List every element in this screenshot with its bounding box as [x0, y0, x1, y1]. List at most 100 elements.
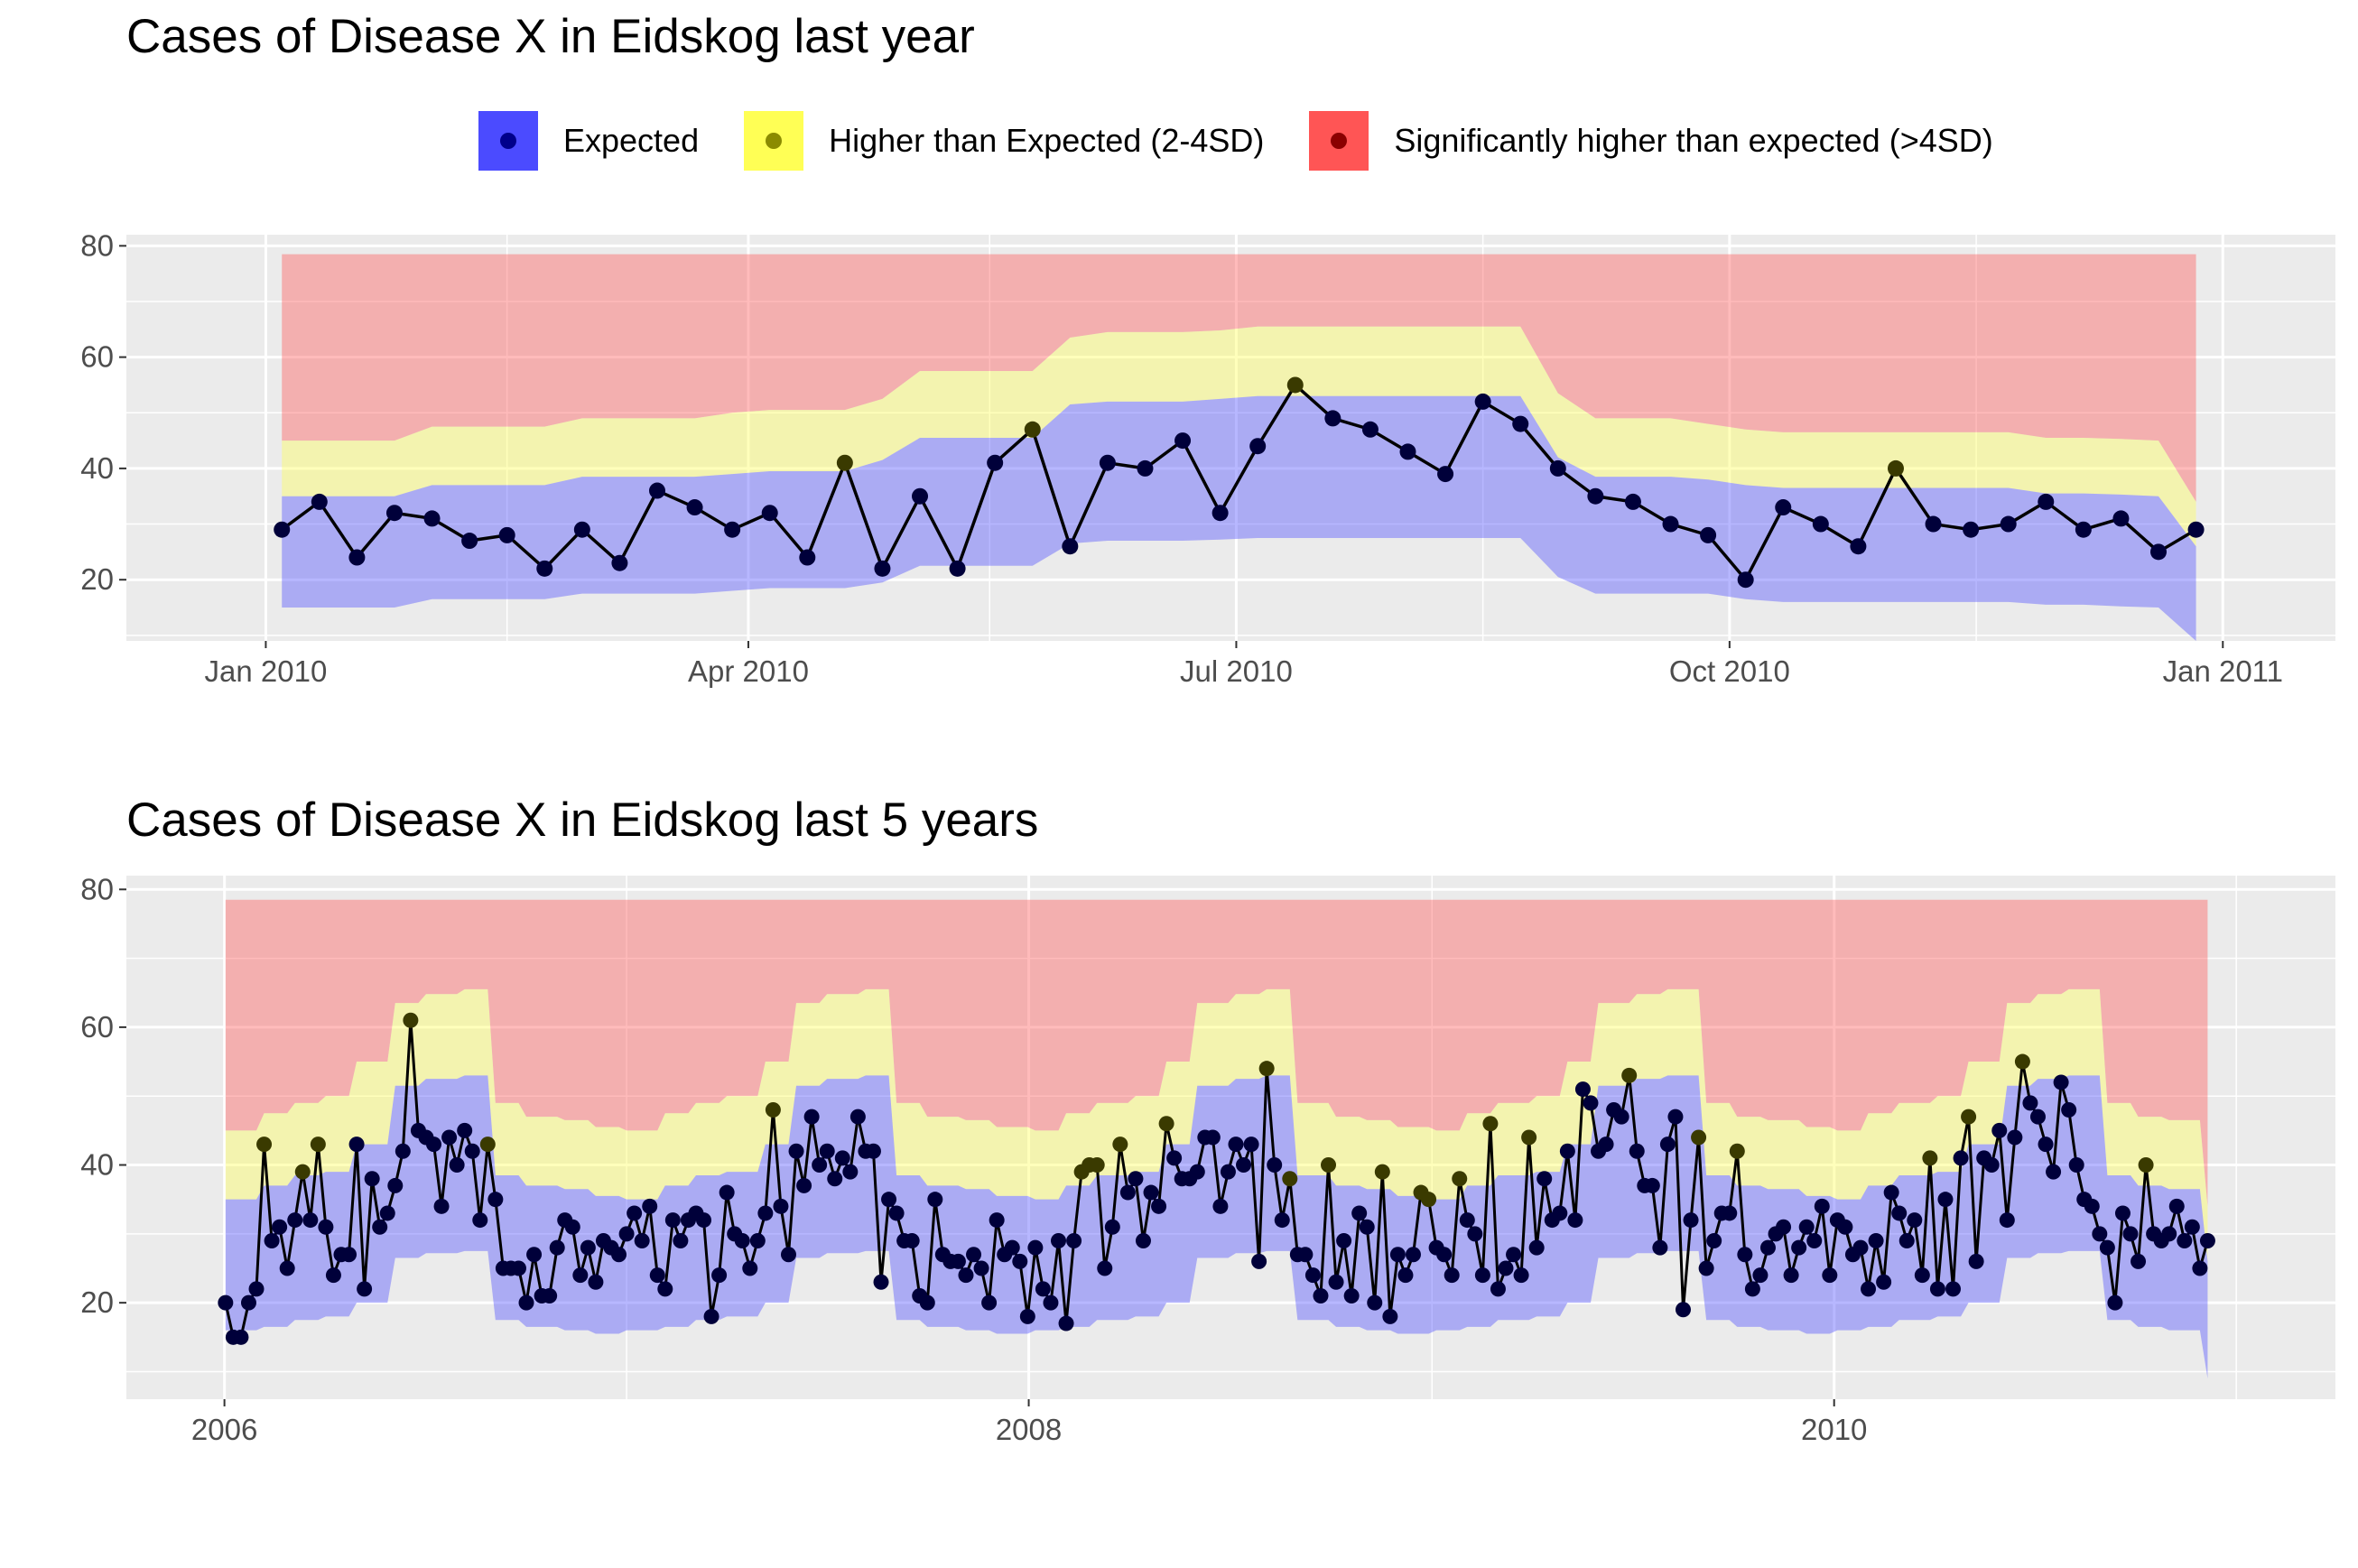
data-point: [1806, 1232, 1823, 1248]
data-point: [711, 1267, 728, 1284]
data-point: [1837, 1219, 1853, 1235]
data-point: [1382, 1308, 1398, 1324]
data-point: [372, 1219, 388, 1235]
data-point: [1528, 1239, 1545, 1256]
data-point: [1135, 1232, 1151, 1248]
data-point: [958, 1267, 974, 1284]
data-point: [1397, 1267, 1414, 1284]
data-point: [518, 1294, 534, 1311]
data-point: [2068, 1157, 2084, 1174]
data-point: [2029, 1109, 2046, 1125]
band-expected: [225, 1075, 2208, 1379]
data-point: [1624, 493, 1641, 510]
x-tick-label: Jan 2011: [2163, 654, 2283, 688]
data-point: [1437, 466, 1454, 483]
data-point: [842, 1164, 859, 1180]
data-point: [1166, 1150, 1183, 1166]
y-tick-label: 60: [80, 340, 114, 374]
data-point: [233, 1329, 249, 1345]
data-point: [1436, 1247, 1453, 1263]
data-point: [1158, 1116, 1174, 1132]
data-point: [341, 1247, 357, 1263]
legend-label-higher: Higher than Expected (2-4SD): [829, 122, 1265, 159]
x-tick-label: 2008: [996, 1413, 1062, 1446]
data-point: [1359, 1219, 1375, 1235]
legend-key-expected: [478, 111, 538, 171]
data-point: [1143, 1184, 1159, 1201]
data-point: [1066, 1232, 1082, 1248]
data-point: [1297, 1247, 1314, 1263]
data-point: [441, 1129, 458, 1146]
data-point: [703, 1308, 719, 1324]
data-point: [1243, 1137, 1259, 1153]
data-point: [1945, 1281, 1962, 1297]
data-point: [642, 1198, 658, 1214]
data-point: [1004, 1239, 1020, 1256]
data-point: [318, 1219, 334, 1235]
data-point: [264, 1232, 280, 1248]
data-point: [1722, 1205, 1738, 1221]
data-point: [1536, 1171, 1553, 1187]
data-point: [1822, 1267, 1838, 1284]
data-point: [1914, 1267, 1930, 1284]
data-point: [348, 1137, 365, 1153]
data-point: [989, 1212, 1005, 1229]
data-point: [1883, 1184, 1899, 1201]
x-tick-label: 2006: [191, 1413, 257, 1446]
data-point: [1876, 1274, 1892, 1290]
data-point: [572, 1267, 589, 1284]
data-point: [1282, 1171, 1298, 1187]
legend-dot-expected: [500, 133, 516, 149]
data-point: [796, 1177, 812, 1193]
data-point: [780, 1247, 796, 1263]
data-point: [426, 1137, 442, 1153]
data-point: [2107, 1294, 2123, 1311]
data-point: [385, 505, 403, 522]
data-point: [1963, 521, 1980, 538]
data-point: [1324, 410, 1341, 427]
data-point: [1399, 443, 1416, 460]
data-point: [588, 1274, 604, 1290]
data-point: [433, 1198, 450, 1214]
data-point: [734, 1232, 750, 1248]
data-point: [1367, 1294, 1383, 1311]
data-point: [1775, 499, 1792, 516]
data-point: [2168, 1198, 2185, 1214]
data-point: [664, 1212, 681, 1229]
data-point: [240, 1294, 256, 1311]
data-point: [1089, 1157, 1105, 1174]
data-point: [611, 1247, 627, 1263]
data-point: [2038, 493, 2055, 510]
data-point: [949, 560, 966, 577]
data-point: [498, 526, 515, 543]
data-point: [927, 1192, 943, 1208]
data-point: [1467, 1226, 1483, 1242]
data-point: [1776, 1219, 1792, 1235]
x-tick-label: Jan 2010: [205, 654, 328, 688]
data-point: [719, 1184, 735, 1201]
data-point: [1274, 1212, 1290, 1229]
data-point: [1759, 1239, 1776, 1256]
data-point: [1267, 1157, 1283, 1174]
data-point: [379, 1205, 395, 1221]
data-point: [2053, 1074, 2069, 1090]
data-point: [1211, 505, 1229, 522]
y-tick-label: 80: [80, 872, 114, 905]
data-point: [973, 1260, 989, 1276]
data-point: [649, 1267, 665, 1284]
data-point: [1991, 1122, 2008, 1138]
data-point: [1574, 1081, 1591, 1098]
data-point: [1444, 1267, 1460, 1284]
data-point: [1587, 487, 1604, 505]
data-point: [648, 482, 665, 499]
data-point: [1737, 1247, 1753, 1263]
data-point: [873, 1274, 889, 1290]
data-point: [2112, 510, 2130, 527]
data-point: [311, 493, 328, 510]
data-point: [1752, 1267, 1768, 1284]
data-point: [1891, 1205, 1908, 1221]
data-point: [1999, 1212, 2015, 1229]
data-point: [987, 454, 1004, 471]
data-point: [1043, 1294, 1059, 1311]
data-point: [248, 1281, 265, 1297]
